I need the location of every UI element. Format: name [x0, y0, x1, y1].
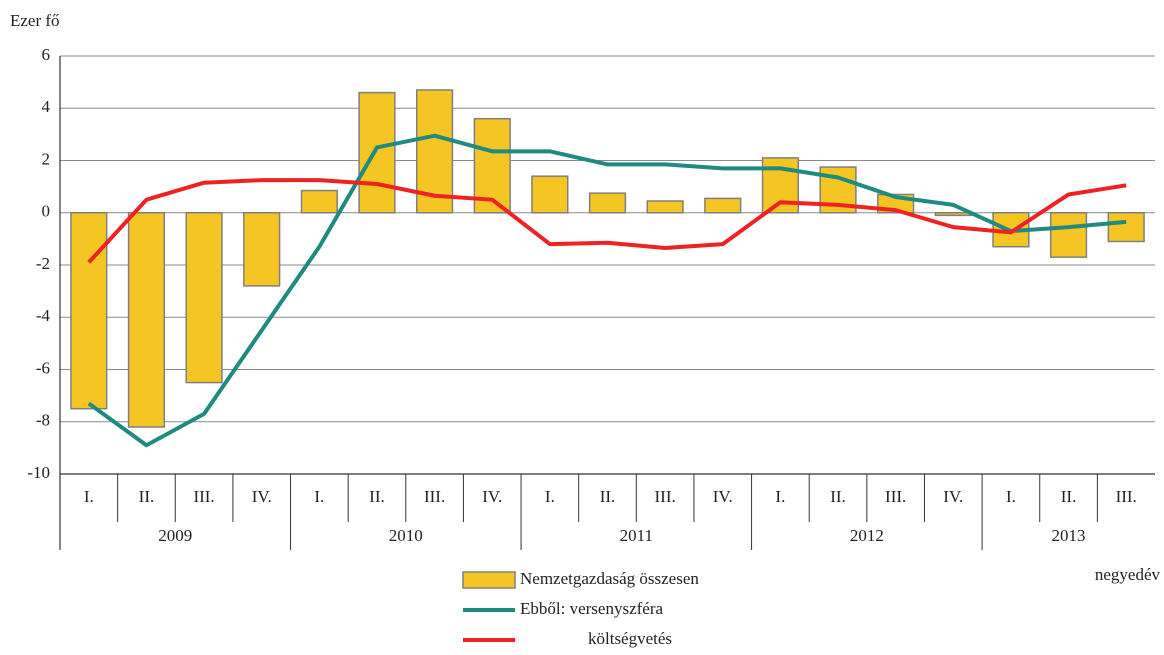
x-tick-label: I.	[84, 487, 94, 506]
bar	[300, 189, 338, 214]
x-tick-label: III.	[1116, 487, 1137, 506]
y-tick-label: -2	[36, 254, 50, 273]
x-tick-label: III.	[424, 487, 445, 506]
bar	[185, 212, 223, 384]
x-tick-label: I.	[314, 487, 324, 506]
y-tick-label: -10	[27, 463, 50, 482]
x-tick-label: IV.	[252, 487, 272, 506]
bar	[704, 197, 742, 214]
x-tick-label: III.	[193, 487, 214, 506]
bar	[127, 212, 166, 428]
x-group-label: 2013	[1052, 526, 1086, 545]
y-tick-label: -6	[36, 358, 50, 377]
x-group-label: 2009	[158, 526, 192, 545]
x-tick-label: I.	[1006, 487, 1016, 506]
bar	[531, 175, 569, 214]
x-tick-label: III.	[655, 487, 676, 506]
x-tick-label: II.	[369, 487, 385, 506]
x-tick-label: I.	[545, 487, 555, 506]
bar	[358, 91, 396, 214]
x-group-label: 2012	[850, 526, 884, 545]
bar	[473, 117, 511, 214]
y-tick-label: 2	[42, 149, 51, 168]
line	[87, 178, 1127, 264]
y-tick-label: 6	[42, 45, 51, 64]
legend-label: költségvetés	[588, 629, 672, 648]
legend-label: Nemzetgazdaság összesen	[520, 569, 699, 588]
x-tick-label: II.	[600, 487, 616, 506]
x-tick-label: IV.	[713, 487, 733, 506]
line	[87, 133, 1127, 448]
bar	[1107, 212, 1145, 243]
y-tick-label: -8	[36, 411, 50, 430]
y-tick-label: 0	[42, 202, 51, 221]
y-tick-label: -4	[36, 306, 51, 325]
legend-swatch	[462, 571, 516, 589]
x-tick-label: III.	[885, 487, 906, 506]
x-tick-label: II.	[830, 487, 846, 506]
x-tick-label: IV.	[482, 487, 502, 506]
bar	[588, 192, 627, 214]
x-tick-label: II.	[139, 487, 155, 506]
bar	[646, 200, 684, 214]
bar	[243, 212, 281, 287]
x-tick-label: IV.	[943, 487, 963, 506]
legend-label: Ebből: versenyszféra	[520, 599, 663, 618]
bar	[70, 212, 108, 410]
y-tick-label: 4	[42, 97, 51, 116]
bar	[934, 212, 972, 217]
y-axis-label: Ezer fő	[10, 11, 60, 30]
x-group-label: 2010	[389, 526, 423, 545]
x-tick-label: II.	[1061, 487, 1077, 506]
x-group-label: 2011	[620, 526, 653, 545]
x-tick-label: I.	[775, 487, 785, 506]
bar	[1049, 212, 1088, 258]
x-axis-label: negyedév	[1095, 565, 1161, 584]
